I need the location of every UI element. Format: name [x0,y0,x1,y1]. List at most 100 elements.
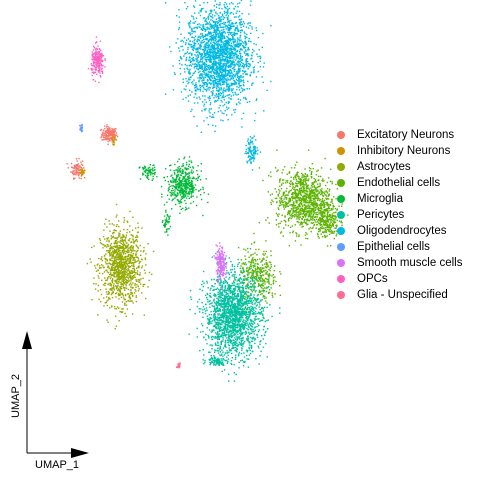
scatter-point [238,283,240,285]
scatter-point [215,288,218,290]
scatter-point [142,285,144,288]
scatter-point [192,195,194,197]
scatter-point [222,355,224,357]
scatter-point [215,303,218,305]
scatter-point [298,221,300,224]
scatter-point [266,286,268,288]
scatter-point [233,363,235,366]
scatter-point [301,190,303,193]
scatter-point [307,210,310,213]
scatter-point [242,289,244,292]
scatter-point [236,331,239,333]
scatter-point [210,321,212,323]
scatter-point [327,207,330,210]
scatter-point [219,275,221,278]
scatter-point [73,167,75,170]
scatter-point [330,219,332,221]
scatter-point [152,250,155,253]
scatter-point [250,340,253,342]
scatter-point [247,350,249,352]
scatter-point [91,246,93,249]
scatter-point [115,308,118,310]
scatter-point [147,286,149,288]
scatter-point [116,256,119,259]
scatter-point [223,318,225,320]
scatter-point [216,335,219,337]
scatter-point [294,204,297,207]
scatter-point [307,237,309,240]
scatter-point [125,287,128,289]
scatter-point [267,275,269,277]
scatter-point [116,279,118,281]
scatter-point [181,189,183,192]
scatter-point [118,280,120,283]
scatter-point [233,265,236,268]
scatter-point [201,289,204,292]
scatter-point [250,277,252,279]
scatter-point [190,196,192,199]
scatter-point [311,183,313,186]
scatter-point [218,330,221,333]
scatter-point [244,324,247,327]
scatter-point [132,238,134,240]
scatter-point [263,289,265,292]
scatter-point [167,220,169,223]
scatter-point [119,254,122,256]
scatter-point [324,221,326,223]
scatter-point [312,226,314,229]
scatter-point [305,178,307,180]
scatter-point [291,205,294,207]
scatter-point [179,194,182,196]
scatter-point [217,347,219,349]
scatter-point [322,216,325,218]
scatter-point [324,191,326,193]
scatter-point [217,310,219,312]
scatter-point [175,203,177,206]
scatter-point [287,192,290,194]
scatter-point [228,351,230,353]
scatter-point [313,204,316,206]
scatter-point [123,221,125,223]
scatter-point [199,194,202,196]
scatter-point [106,238,109,240]
scatter-point [116,134,118,136]
scatter-point [259,291,262,293]
scatter-point [250,282,252,285]
scatter-point [177,200,180,202]
scatter-point [331,200,333,202]
scatter-point [110,263,112,266]
scatter-point [225,346,227,348]
scatter-point [165,168,167,170]
scatter-point [326,187,329,190]
scatter-point [221,333,223,335]
scatter-point [282,194,284,197]
scatter-point [307,202,309,204]
scatter-point [81,172,83,174]
scatter-point [219,303,222,305]
scatter-point [227,294,230,296]
scatter-point [242,287,245,289]
scatter-point [108,292,110,295]
scatter-point [315,190,317,192]
scatter-point [105,138,107,140]
scatter-point [287,202,290,204]
scatter-point [292,230,294,233]
scatter-point [111,260,113,262]
scatter-point [242,327,244,330]
scatter-point [325,236,327,238]
scatter-point [319,218,322,220]
scatter-point [78,157,80,160]
scatter-point [303,188,305,190]
scatter-point [263,279,265,281]
scatter-point [312,194,314,197]
scatter-point [117,250,120,253]
scatter-point [259,312,261,314]
scatter-point [191,191,193,193]
scatter-point [297,192,299,195]
scatter-point [262,253,264,255]
scatter-point [303,187,305,189]
scatter-point [167,188,170,190]
scatter-point [100,267,102,269]
scatter-point [165,220,167,222]
scatter-point [114,229,116,232]
